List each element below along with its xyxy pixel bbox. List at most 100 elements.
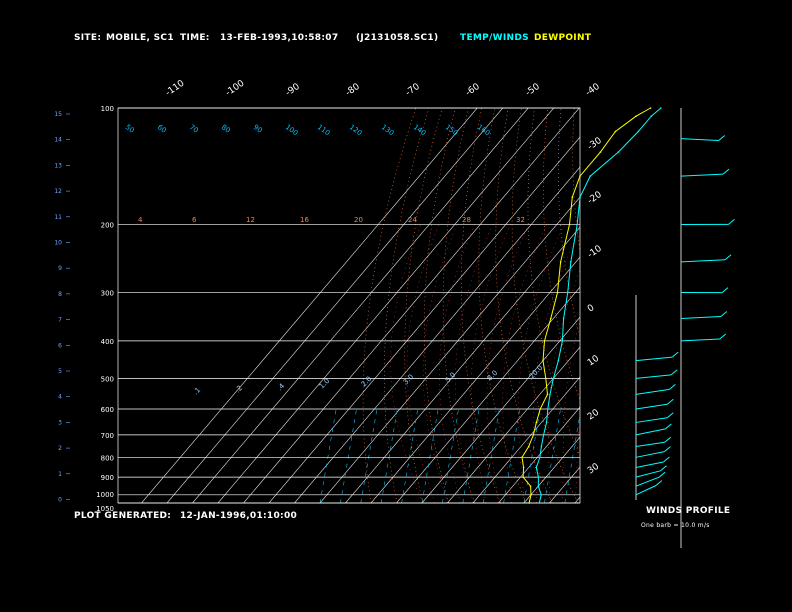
plot-area [141, 108, 792, 503]
dry-adiabat-line [424, 108, 456, 503]
wind-barb-flag [664, 446, 671, 452]
plot-frame [117, 107, 581, 504]
isotherm-value-label: 150 [444, 123, 460, 137]
left-tick-label: 4 [58, 394, 62, 401]
mixing-ratio-label: 8.0 [486, 369, 500, 383]
dry-adiabat-line [601, 108, 734, 503]
wind-profile-title: WINDS PROFILE [646, 506, 731, 516]
top-temp-label: -90 [284, 82, 302, 99]
pressure-tick-label: 600 [101, 406, 114, 414]
left-tick-label: 0 [58, 497, 62, 504]
wind-barb-flag [664, 436, 672, 443]
moist-adiabat-line [455, 224, 494, 503]
theta-label: 24 [408, 216, 417, 224]
wind-barb-flag [722, 168, 730, 175]
legend-dewpoint: DEWPOINT [534, 33, 592, 43]
wind-scale-note: One barb = 10.0 m/s [641, 522, 710, 529]
dry-adiabat-line [614, 108, 759, 503]
dry-adiabat-line [442, 108, 475, 503]
temperature-profile-line-point [660, 107, 662, 109]
isotherm-line [601, 108, 792, 503]
moist-adiabat-line [574, 406, 580, 503]
temperature-profile-line-point [562, 317, 565, 320]
temperature-profile-line-point [570, 261, 572, 263]
isotherm-line [192, 108, 529, 503]
pressure-tick-label: 200 [101, 221, 114, 229]
mixing-ratio-label: .1 [192, 386, 202, 396]
theta-label: 12 [246, 216, 255, 224]
temperature-profile-line-point [650, 115, 653, 117]
legend-temp-winds: TEMP/WINDS [460, 33, 529, 43]
mixing-ratio-line [401, 408, 419, 503]
temperature-profile-line-point [576, 223, 578, 226]
dry-adiabat-line [383, 108, 430, 503]
dewpoint-profile-line-point [546, 393, 549, 396]
dewpoint-profile-line-point [543, 340, 546, 342]
isotherm-line [626, 108, 792, 503]
temperature-profile-line-point [617, 151, 620, 153]
wind-barb-flag [724, 254, 732, 261]
time-label: TIME: [180, 33, 210, 43]
isotherm-value-label: 110 [316, 123, 332, 137]
dewpoint-profile-line-point [532, 434, 535, 436]
wind-barb [635, 356, 673, 362]
dry-adiabat-line [495, 108, 553, 503]
mixing-ratio-line [564, 412, 580, 503]
temperature-profile-line-point [540, 494, 542, 496]
right-temp-label: -20 [586, 190, 604, 207]
dewpoint-profile-line-point [568, 223, 571, 226]
isotherm-value-label: 80 [220, 123, 232, 135]
isotherm-line [141, 108, 478, 503]
pressure-tick-label: 1000 [96, 491, 114, 499]
dry-adiabat-line [362, 108, 417, 503]
dewpoint-profile-line-point [614, 130, 617, 133]
isotherm-line [396, 286, 580, 503]
wind-barb-flag [666, 412, 674, 419]
dewpoint-profile-line-point [545, 377, 547, 380]
left-tick-label: 12 [54, 188, 62, 195]
theta-label: 32 [516, 216, 525, 224]
pressure-tick-label: 800 [101, 454, 114, 462]
wind-barb-flag [720, 311, 728, 317]
plot-generated-label: PLOT GENERATED: [74, 511, 172, 521]
temperature-profile-line-point [535, 466, 538, 469]
isotherm-value-label: 160 [476, 123, 492, 137]
moist-adiabat-line [486, 224, 529, 503]
wind-barb [635, 470, 661, 478]
mixing-ratio-line [503, 408, 521, 503]
isotherm-value-label: 60 [156, 123, 168, 135]
left-tick-label: 6 [58, 342, 62, 349]
dry-adiabat-line [527, 108, 580, 457]
dewpoint-profile-line-point [539, 408, 541, 410]
temperature-profile-line-point [549, 393, 551, 396]
left-tick-label: 11 [54, 214, 62, 221]
right-temp-label: 20 [586, 408, 601, 423]
wind-barb [635, 374, 672, 379]
dewpoint-profile-line-point [535, 421, 538, 424]
dry-adiabat-line [478, 108, 527, 503]
isotherm-value-label: 140 [412, 123, 428, 137]
mixing-ratio-label: 5.0 [444, 371, 458, 385]
wind-barb [635, 417, 668, 423]
pressure-tick-label: 300 [101, 290, 114, 298]
temperature-profile-line-point [545, 421, 548, 424]
right-temp-label: 30 [586, 462, 601, 477]
left-tick-label: 3 [58, 419, 62, 426]
wind-barb [635, 451, 665, 458]
theta-label: 28 [462, 216, 471, 224]
moist-adiabat-line [502, 224, 547, 503]
isotherm-value-label: 100 [284, 123, 300, 137]
right-temp-label: 0 [586, 303, 597, 315]
dewpoint-profile-line-point [521, 456, 523, 459]
dry-adiabat-line [653, 108, 792, 503]
pressure-tick-label: 900 [101, 474, 114, 482]
temperature-profile-line-point [540, 445, 543, 448]
left-tick-label: 10 [54, 240, 62, 247]
dewpoint-profile-line [521, 107, 651, 504]
dry-adiabat-line [706, 108, 792, 503]
left-tick-label: 13 [54, 162, 62, 169]
isotherm-value-label: 130 [380, 123, 396, 137]
dewpoint-profile-line-point [571, 196, 574, 198]
isotherm-line [421, 316, 580, 503]
right-temp-label: -30 [586, 136, 604, 153]
